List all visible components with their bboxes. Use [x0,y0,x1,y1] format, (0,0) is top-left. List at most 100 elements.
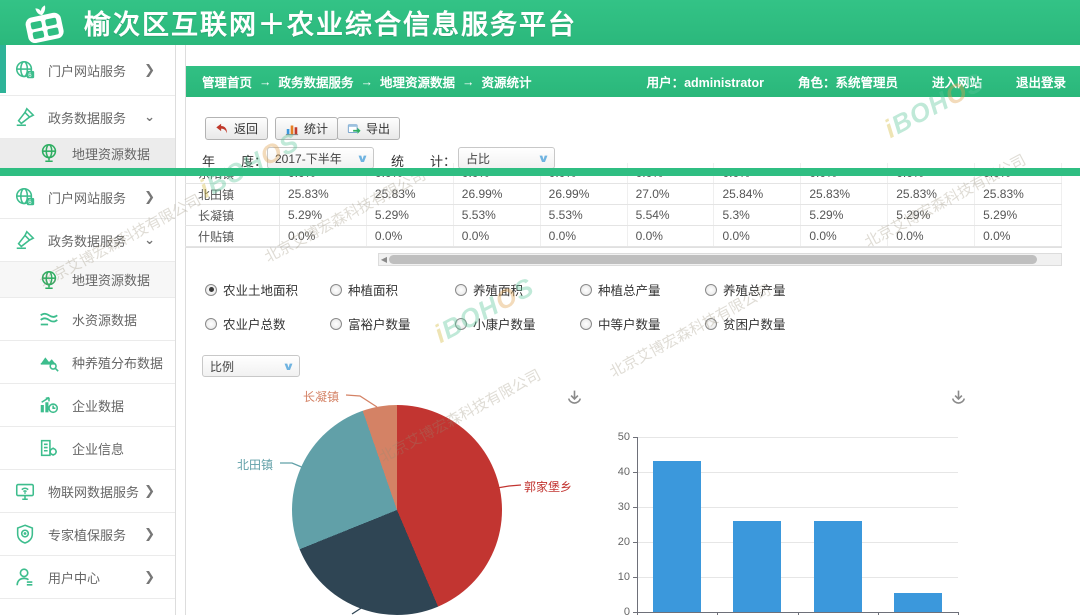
value-cell: 5.54% [628,205,715,225]
value-cell: 5.29% [888,205,976,225]
radio-option[interactable]: 养殖面积 [455,280,523,299]
sidebar-item-shield-expert[interactable]: 专家植保服务 ❯ [0,513,175,556]
bar [814,521,862,612]
breadcrumb-bar: 管理首页 → 政务数据服务 → 地理资源数据 → 资源统计 用户：administrator… [186,66,1080,97]
year-select[interactable]: 2017-下半年 ∨ [267,147,374,169]
bar [733,521,781,612]
sidebar-item-label: 地理资源数据 [72,146,151,162]
sidebar-item-geo-globe[interactable]: 地理资源数据 [0,262,175,298]
gridline [637,542,958,543]
value-cell: 0.0% [714,226,802,246]
scrollbar-thumb[interactable] [389,255,1037,264]
sidebar-item-enterprise-data[interactable]: 企业数据 [0,384,175,427]
sidebar-item-portal-globe[interactable]: 6 门户网站服务 ❯ [0,45,175,96]
sidebar-item-label: 企业信息 [72,441,125,457]
sidebar-top-section: 6 门户网站服务 ❯ 政务数据服务 ⌄ 地理资源数据 [0,45,175,168]
radio-button-icon[interactable] [455,317,467,330]
bar-chart-icon [285,125,299,135]
logout-link[interactable]: 退出登录 [1015,76,1066,90]
pie-download-icon[interactable] [566,389,583,406]
stat-select[interactable]: 占比 ∨ [458,147,555,169]
sidebar-item-iot-monitor[interactable]: 物联网数据服务 ❯ [0,470,175,513]
y-axis-tick [633,542,637,543]
radio-option[interactable]: 农业土地面积 [205,280,298,299]
radio-option[interactable]: 养殖总产量 [705,280,786,299]
radio-option[interactable]: 农业户总数 [205,314,286,333]
bar-download-icon[interactable] [950,389,967,406]
value-cell: 25.83% [888,184,976,204]
breadcrumb-item[interactable]: 地理资源数据 [380,76,456,90]
breadcrumb-item[interactable]: 管理首页 [202,76,253,90]
radio-label: 农业土地面积 [223,284,299,298]
app-header: 榆次区互联网＋农业综合信息服务平台 [0,0,1080,45]
table-row: 长凝镇 5.29% 5.29% 5.53% 5.53% 5.54% 5.3% 5.29% 5.2… [185,205,1063,226]
radio-button-icon[interactable] [205,317,217,330]
stats-button[interactable]: 统计 [275,117,339,140]
radio-button-icon[interactable] [705,283,717,296]
user-icon [12,564,38,590]
sidebar-item-label: 门户网站服务 [48,63,127,79]
radio-option[interactable]: 富裕户数量 [330,314,411,333]
water-icon [36,306,62,332]
radio-option[interactable]: 种植总产量 [580,280,661,299]
x-axis-tick [958,612,959,615]
chevron-icon: ⌄ [144,232,155,247]
back-button[interactable]: 返回 [205,117,269,140]
sidebar-item-geo-globe[interactable]: 地理资源数据 [0,139,175,168]
sidebar-item-label: 用户中心 [48,570,101,586]
value-cell: 5.29% [367,205,454,225]
x-axis-tick [637,612,638,615]
radio-button-icon[interactable] [455,283,467,296]
breadcrumb-item[interactable]: 政务数据服务 [278,76,354,90]
sidebar-item-water[interactable]: 水资源数据 [0,298,175,341]
enterprise-data-icon [36,392,62,418]
radio-option[interactable]: 中等户数量 [580,314,661,333]
bar [894,593,942,612]
enterprise-info-icon [36,435,62,461]
town-name-cell: 长凝镇 [185,205,280,225]
value-cell: 0.0% [280,226,367,246]
year-label: 年 度： [202,154,268,169]
sidebar-item-farm-distribution[interactable]: 种养殖分布数据 [0,341,175,384]
radio-button-icon[interactable] [705,317,717,330]
sidebar-item-gov-stamp[interactable]: 政务数据服务 ⌄ [0,219,175,262]
value-cell: 25.83% [975,184,1063,204]
scroll-left-arrow[interactable]: ◀ [380,255,388,264]
chevron-down-icon: ∨ [537,152,550,165]
chevron-icon: ❯ [144,569,155,584]
user-label: 用户：administrator [646,76,764,90]
radio-button-icon[interactable] [330,283,342,296]
pie-label-changning: 长凝镇 [303,390,340,404]
gridline [637,437,958,438]
breadcrumb-separator: → [259,74,272,89]
value-cell: 25.83% [801,184,889,204]
y-axis-line [637,437,638,612]
value-cell: 5.29% [975,205,1063,225]
radio-button-icon[interactable] [330,317,342,330]
ratio-select[interactable]: 比例 ∨ [202,355,300,377]
sidebar-item-enterprise-info[interactable]: 企业信息 [0,427,175,470]
radio-button-icon[interactable] [580,283,592,296]
sidebar-item-gov-stamp[interactable]: 政务数据服务 ⌄ [0,96,175,139]
radio-button-icon[interactable] [205,283,217,296]
x-axis-tick [797,612,799,615]
export-button[interactable]: 导出 [337,117,401,140]
stat-label: 统 计： [391,154,457,169]
breadcrumb-item[interactable]: 资源统计 [481,76,532,90]
radio-button-icon[interactable] [580,317,592,330]
sidebar-item-label: 政务数据服务 [48,233,127,249]
value-cell: 5.29% [801,205,889,225]
radio-option[interactable]: 小康户数量 [455,314,536,333]
radio-label: 富裕户数量 [348,318,411,332]
value-cell: 0.0% [454,226,541,246]
radio-option[interactable]: 贫困户数量 [705,314,786,333]
radio-option[interactable]: 种植面积 [330,280,398,299]
sidebar-item-user[interactable]: 用户中心 ❯ [0,556,175,599]
svg-text:6: 6 [28,200,32,206]
pie-label-guojiabao: 郭家堡乡 [524,480,573,494]
enter-site-link[interactable]: 进入网站 [931,76,982,90]
y-axis-tick [633,577,637,578]
sidebar-item-portal-globe[interactable]: 6 门户网站服务 ❯ [0,176,175,219]
radio-label: 种植总产量 [598,284,661,298]
